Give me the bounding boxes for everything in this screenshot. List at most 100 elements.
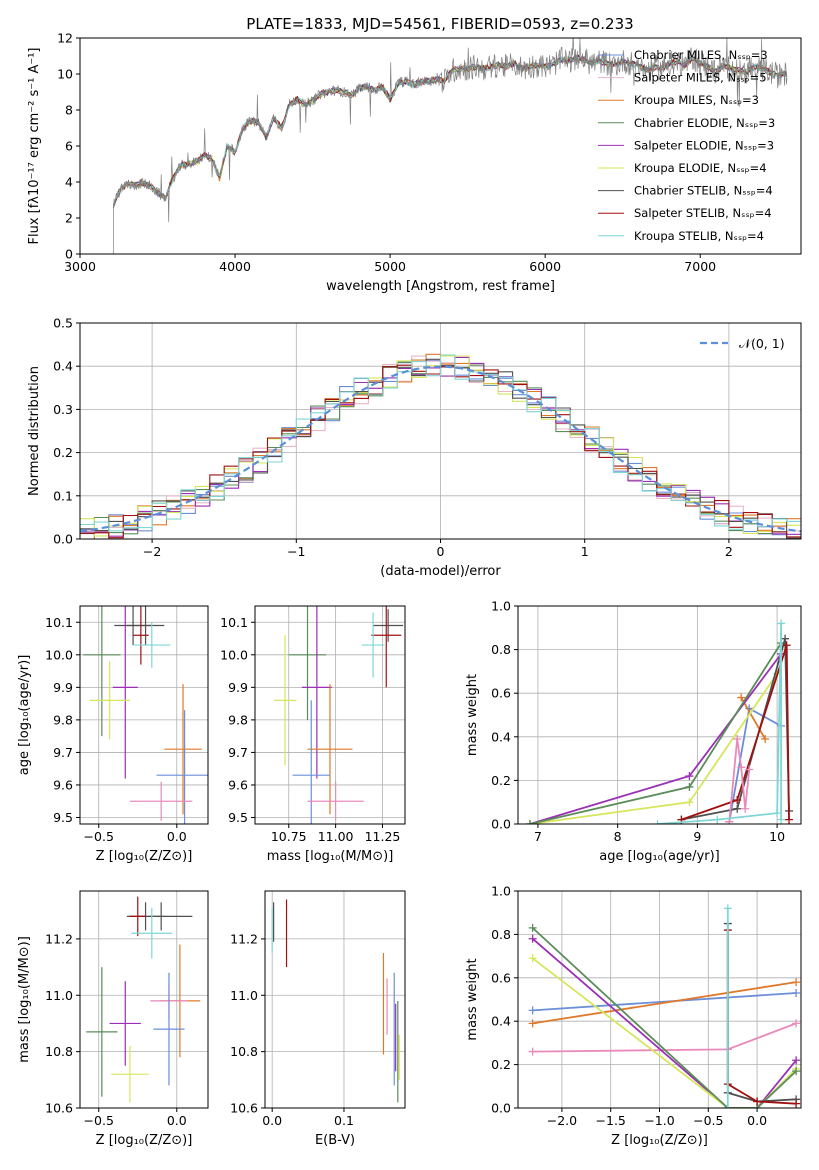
weight-point-marker xyxy=(653,820,662,824)
weight-point-marker xyxy=(733,796,742,805)
y-tick-label: 10.8 xyxy=(230,1044,258,1059)
y-tick-label: 9.6 xyxy=(228,777,248,792)
y-tick-label: 0.2 xyxy=(491,773,511,788)
x-tick-label: −0.5 xyxy=(693,1113,723,1128)
weight-point-marker xyxy=(792,1056,801,1065)
y-tick-label: 1.0 xyxy=(491,884,511,899)
y-tick-label: 9.7 xyxy=(53,745,73,760)
weight-point-marker xyxy=(792,1019,801,1028)
weight-series-line xyxy=(532,981,797,1025)
x-axis-label: Z [log₁₀(Z/Z⊙)] xyxy=(611,1133,708,1148)
legend-label: Kroupa MILES, Nₛₛₚ=3 xyxy=(634,93,759,107)
weight-point-marker xyxy=(723,904,732,913)
legend-label: Kroupa ELODIE, Nₛₛₚ=4 xyxy=(634,161,767,175)
y-axis-label: Normed distribution xyxy=(27,366,42,496)
y-tick-label: 10.6 xyxy=(230,1101,258,1116)
y-tick-label: 0.2 xyxy=(491,1057,511,1072)
weight-series-line xyxy=(726,930,797,1105)
y-tick-label: 10.0 xyxy=(45,647,73,662)
x-tick-label: −2 xyxy=(143,544,161,559)
y-axis-label: Flux [fλ10⁻¹⁷ erg cm⁻² s⁻¹ A⁻¹] xyxy=(27,48,42,245)
weight-point-marker xyxy=(777,619,786,628)
y-tick-label: 0.4 xyxy=(53,359,73,374)
axes-frame xyxy=(79,890,209,1109)
x-tick-label: −1 xyxy=(287,544,305,559)
axes-frame xyxy=(254,605,406,825)
y-axis-label: mass weight xyxy=(465,674,480,756)
weight-point-marker xyxy=(713,815,722,824)
x-axis-label: wavelength [Angstrom, rest frame] xyxy=(326,279,555,294)
x-tick-label: 0.0 xyxy=(167,829,187,844)
x-tick-label: −1.5 xyxy=(596,1113,626,1128)
x-axis-label: E(B-V) xyxy=(315,1133,355,1148)
weight-point-marker xyxy=(528,1006,537,1015)
mass-age-panel: 10.75 11.00 11.25 9.5 9.6 9.7 9.8 9.9 10.0 10.1 ma… xyxy=(220,605,406,864)
y-tick-label: 9.5 xyxy=(53,810,73,825)
axes-frame xyxy=(517,605,802,825)
weight-point-marker xyxy=(723,1104,732,1108)
legend-label: Salpeter ELODIE, Nₛₛₚ=3 xyxy=(634,138,774,152)
x-tick-label: 11.00 xyxy=(318,829,354,844)
x-tick-label: 0.0 xyxy=(262,1113,282,1128)
weight-point-marker xyxy=(685,798,694,807)
weight-point-marker xyxy=(528,1047,537,1056)
age-weight-panel: 7 8 9 10 0.0 0.2 0.4 0.6 0.8 1.0 age [log₁₀(age/yr… xyxy=(465,599,802,864)
legend-label: Salpeter STELIB, Nₛₛₚ=4 xyxy=(634,206,772,220)
y-tick-label: 0.8 xyxy=(491,642,511,657)
x-tick-label: 10 xyxy=(769,829,785,844)
y-tick-label: 10.1 xyxy=(45,615,73,630)
weight-point-marker xyxy=(745,765,754,774)
x-tick-label: 1 xyxy=(581,544,589,559)
y-tick-label: 0 xyxy=(65,247,73,262)
weight-point-marker xyxy=(792,1099,801,1108)
x-tick-label: 10.75 xyxy=(271,829,307,844)
weight-series-line xyxy=(657,623,782,824)
y-tick-label: 9.9 xyxy=(228,680,248,695)
y-tick-label: 0.8 xyxy=(491,927,511,942)
weight-point-marker xyxy=(685,772,694,781)
y-tick-label: 0.0 xyxy=(53,532,73,547)
ebv-mass-panel: 0.0 0.1 10.6 10.8 11.0 11.2 E(B-V) xyxy=(230,890,406,1148)
x-tick-label: 0.1 xyxy=(334,1113,354,1128)
x-tick-label: 8 xyxy=(614,829,622,844)
weight-series-line xyxy=(532,938,797,1108)
y-tick-label: 11.2 xyxy=(230,931,258,946)
y-tick-label: 11.0 xyxy=(230,988,258,1003)
weight-point-marker xyxy=(781,634,790,643)
axes-frame xyxy=(79,37,802,255)
weight-series-line xyxy=(532,957,797,1108)
plot-area xyxy=(273,606,404,824)
z-age-panel: −0.5 0.0 9.5 9.6 9.7 9.8 9.9 10.0 10.1 Z [log₁₀(Z… xyxy=(17,605,209,864)
axes-frame xyxy=(517,890,802,1109)
legend-label: 𝒩(0, 1) xyxy=(739,336,785,351)
x-tick-label: 6000 xyxy=(529,259,561,274)
x-axis-label: (data-model)/error xyxy=(380,564,501,579)
y-tick-label: 9.9 xyxy=(53,680,73,695)
plot-area xyxy=(83,606,208,824)
legend-label: Chabrier MILES, Nₛₛₚ=3 xyxy=(634,48,768,62)
y-axis-label: mass [log₁₀(M/M⊙)] xyxy=(17,936,32,1063)
y-tick-label: 9.8 xyxy=(53,712,73,727)
x-axis-label: age [log₁₀(age/yr)] xyxy=(599,849,720,864)
y-tick-label: 9.7 xyxy=(228,745,248,760)
x-tick-label: 5000 xyxy=(374,259,406,274)
legend-label: Chabrier ELODIE, Nₛₛₚ=3 xyxy=(634,116,775,130)
weight-point-marker xyxy=(525,820,534,824)
legend-label: Kroupa STELIB, Nₛₛₚ=4 xyxy=(634,229,764,243)
x-tick-label: 9 xyxy=(693,829,701,844)
spectrum-panel: 3000 4000 5000 6000 7000 0 2 4 6 8 10 12 wavelength … xyxy=(27,31,802,294)
weight-point-marker xyxy=(773,809,782,818)
z-mass-panel: −0.5 0.0 10.6 10.8 11.0 11.2 Z [log₁₀(Z/Z⊙)] ma… xyxy=(17,890,209,1148)
weight-series-line xyxy=(681,644,790,821)
y-tick-label: 9.5 xyxy=(228,810,248,825)
weight-series-line xyxy=(531,927,797,1108)
y-tick-label: 10 xyxy=(57,67,73,82)
x-tick-label: −2.0 xyxy=(547,1113,577,1128)
x-tick-label: −1.0 xyxy=(644,1113,674,1128)
z-weight-panel: −2.0 −1.5 −1.0 −0.5 0.0 0.0 0.2 0.4 0.6 0.8 1.0 Z [… xyxy=(465,884,802,1148)
plot-area xyxy=(271,899,400,1103)
weight-point-marker xyxy=(528,934,537,943)
axes-frame xyxy=(79,322,802,540)
x-tick-label: 0.0 xyxy=(167,1113,187,1128)
